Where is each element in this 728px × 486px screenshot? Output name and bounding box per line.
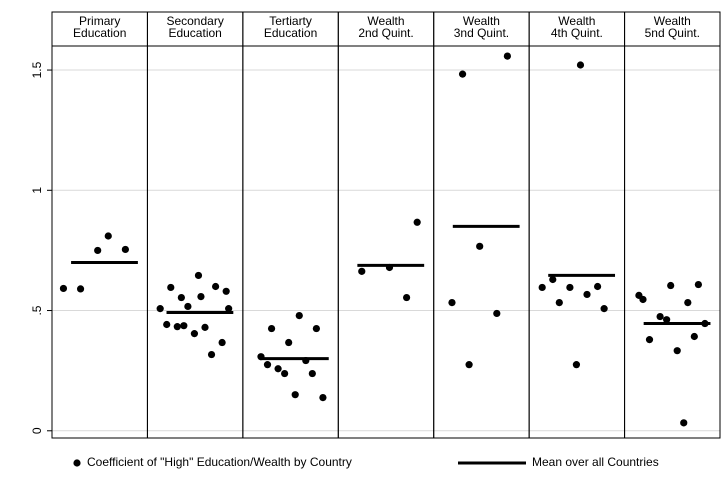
point — [263, 361, 272, 369]
point — [184, 302, 192, 311]
panel-frame — [624, 11, 721, 439]
point — [358, 267, 366, 275]
point — [267, 324, 276, 333]
point — [121, 245, 129, 254]
point — [576, 61, 585, 69]
panel-label: Tertiarty — [269, 14, 312, 28]
y-tick-label: 1.5 — [30, 61, 44, 78]
panel-label: Primary — [79, 14, 120, 28]
point — [667, 281, 675, 290]
point — [274, 365, 282, 373]
point — [177, 293, 185, 302]
y-tick-label: .5 — [30, 305, 44, 315]
point — [684, 299, 692, 307]
panel-frame — [146, 11, 244, 439]
point — [549, 275, 557, 284]
point — [222, 287, 230, 295]
point — [680, 419, 688, 427]
point — [218, 338, 226, 347]
panel-label: Education — [73, 26, 126, 40]
point — [312, 324, 320, 333]
point — [163, 320, 171, 329]
panel-label: Education — [264, 26, 317, 40]
point — [76, 285, 85, 293]
point — [566, 283, 574, 292]
panel-label: 5nd Quint. — [645, 26, 700, 40]
point — [583, 290, 591, 299]
point — [319, 393, 327, 402]
point — [180, 322, 188, 330]
point — [690, 332, 698, 341]
point — [493, 309, 501, 318]
point — [190, 330, 199, 338]
point — [645, 336, 654, 344]
point — [663, 316, 671, 324]
panel-label: Education — [168, 26, 221, 40]
point — [197, 292, 205, 301]
point — [593, 282, 602, 291]
point — [465, 361, 473, 369]
panel-frame — [528, 11, 626, 439]
panel-frame — [242, 11, 339, 439]
point — [308, 369, 316, 378]
point — [173, 323, 181, 331]
point — [458, 70, 467, 78]
panel-label: Wealth — [367, 14, 404, 28]
point — [413, 218, 421, 226]
point — [635, 291, 643, 299]
panel-frame — [51, 11, 148, 439]
point — [156, 305, 164, 313]
point — [572, 361, 581, 369]
point — [402, 293, 411, 302]
y-tick-label: 1 — [30, 187, 44, 194]
point — [673, 347, 681, 355]
point — [194, 271, 203, 280]
panel-label: Secondary — [166, 14, 223, 28]
y-tick-label: 0 — [30, 427, 44, 434]
point — [285, 338, 293, 347]
panel-label: Wealth — [558, 14, 595, 28]
point — [694, 280, 702, 289]
panel-label: 3nd Quint. — [454, 26, 509, 40]
point — [225, 305, 233, 313]
point — [281, 369, 289, 378]
panel-label: 2nd Quint. — [358, 26, 413, 40]
point — [656, 312, 664, 321]
point — [104, 232, 112, 240]
legend-point — [73, 459, 81, 467]
point — [295, 311, 303, 320]
point — [600, 305, 608, 313]
panel-label: 4th Quint. — [551, 26, 603, 40]
point — [211, 282, 220, 291]
point — [448, 299, 456, 307]
panel-label: Wealth — [654, 14, 691, 28]
point — [59, 284, 68, 293]
legend-label: Mean over all Countries — [532, 455, 659, 469]
point — [207, 350, 216, 359]
panel-label: Wealth — [463, 14, 500, 28]
point — [538, 283, 546, 292]
legend-label: Coefficient of "High" Education/Wealth b… — [87, 455, 352, 469]
point — [476, 242, 484, 250]
point — [201, 323, 209, 331]
point — [94, 246, 102, 255]
point — [503, 52, 511, 60]
point — [167, 283, 175, 292]
point — [555, 299, 563, 307]
point — [291, 391, 299, 399]
